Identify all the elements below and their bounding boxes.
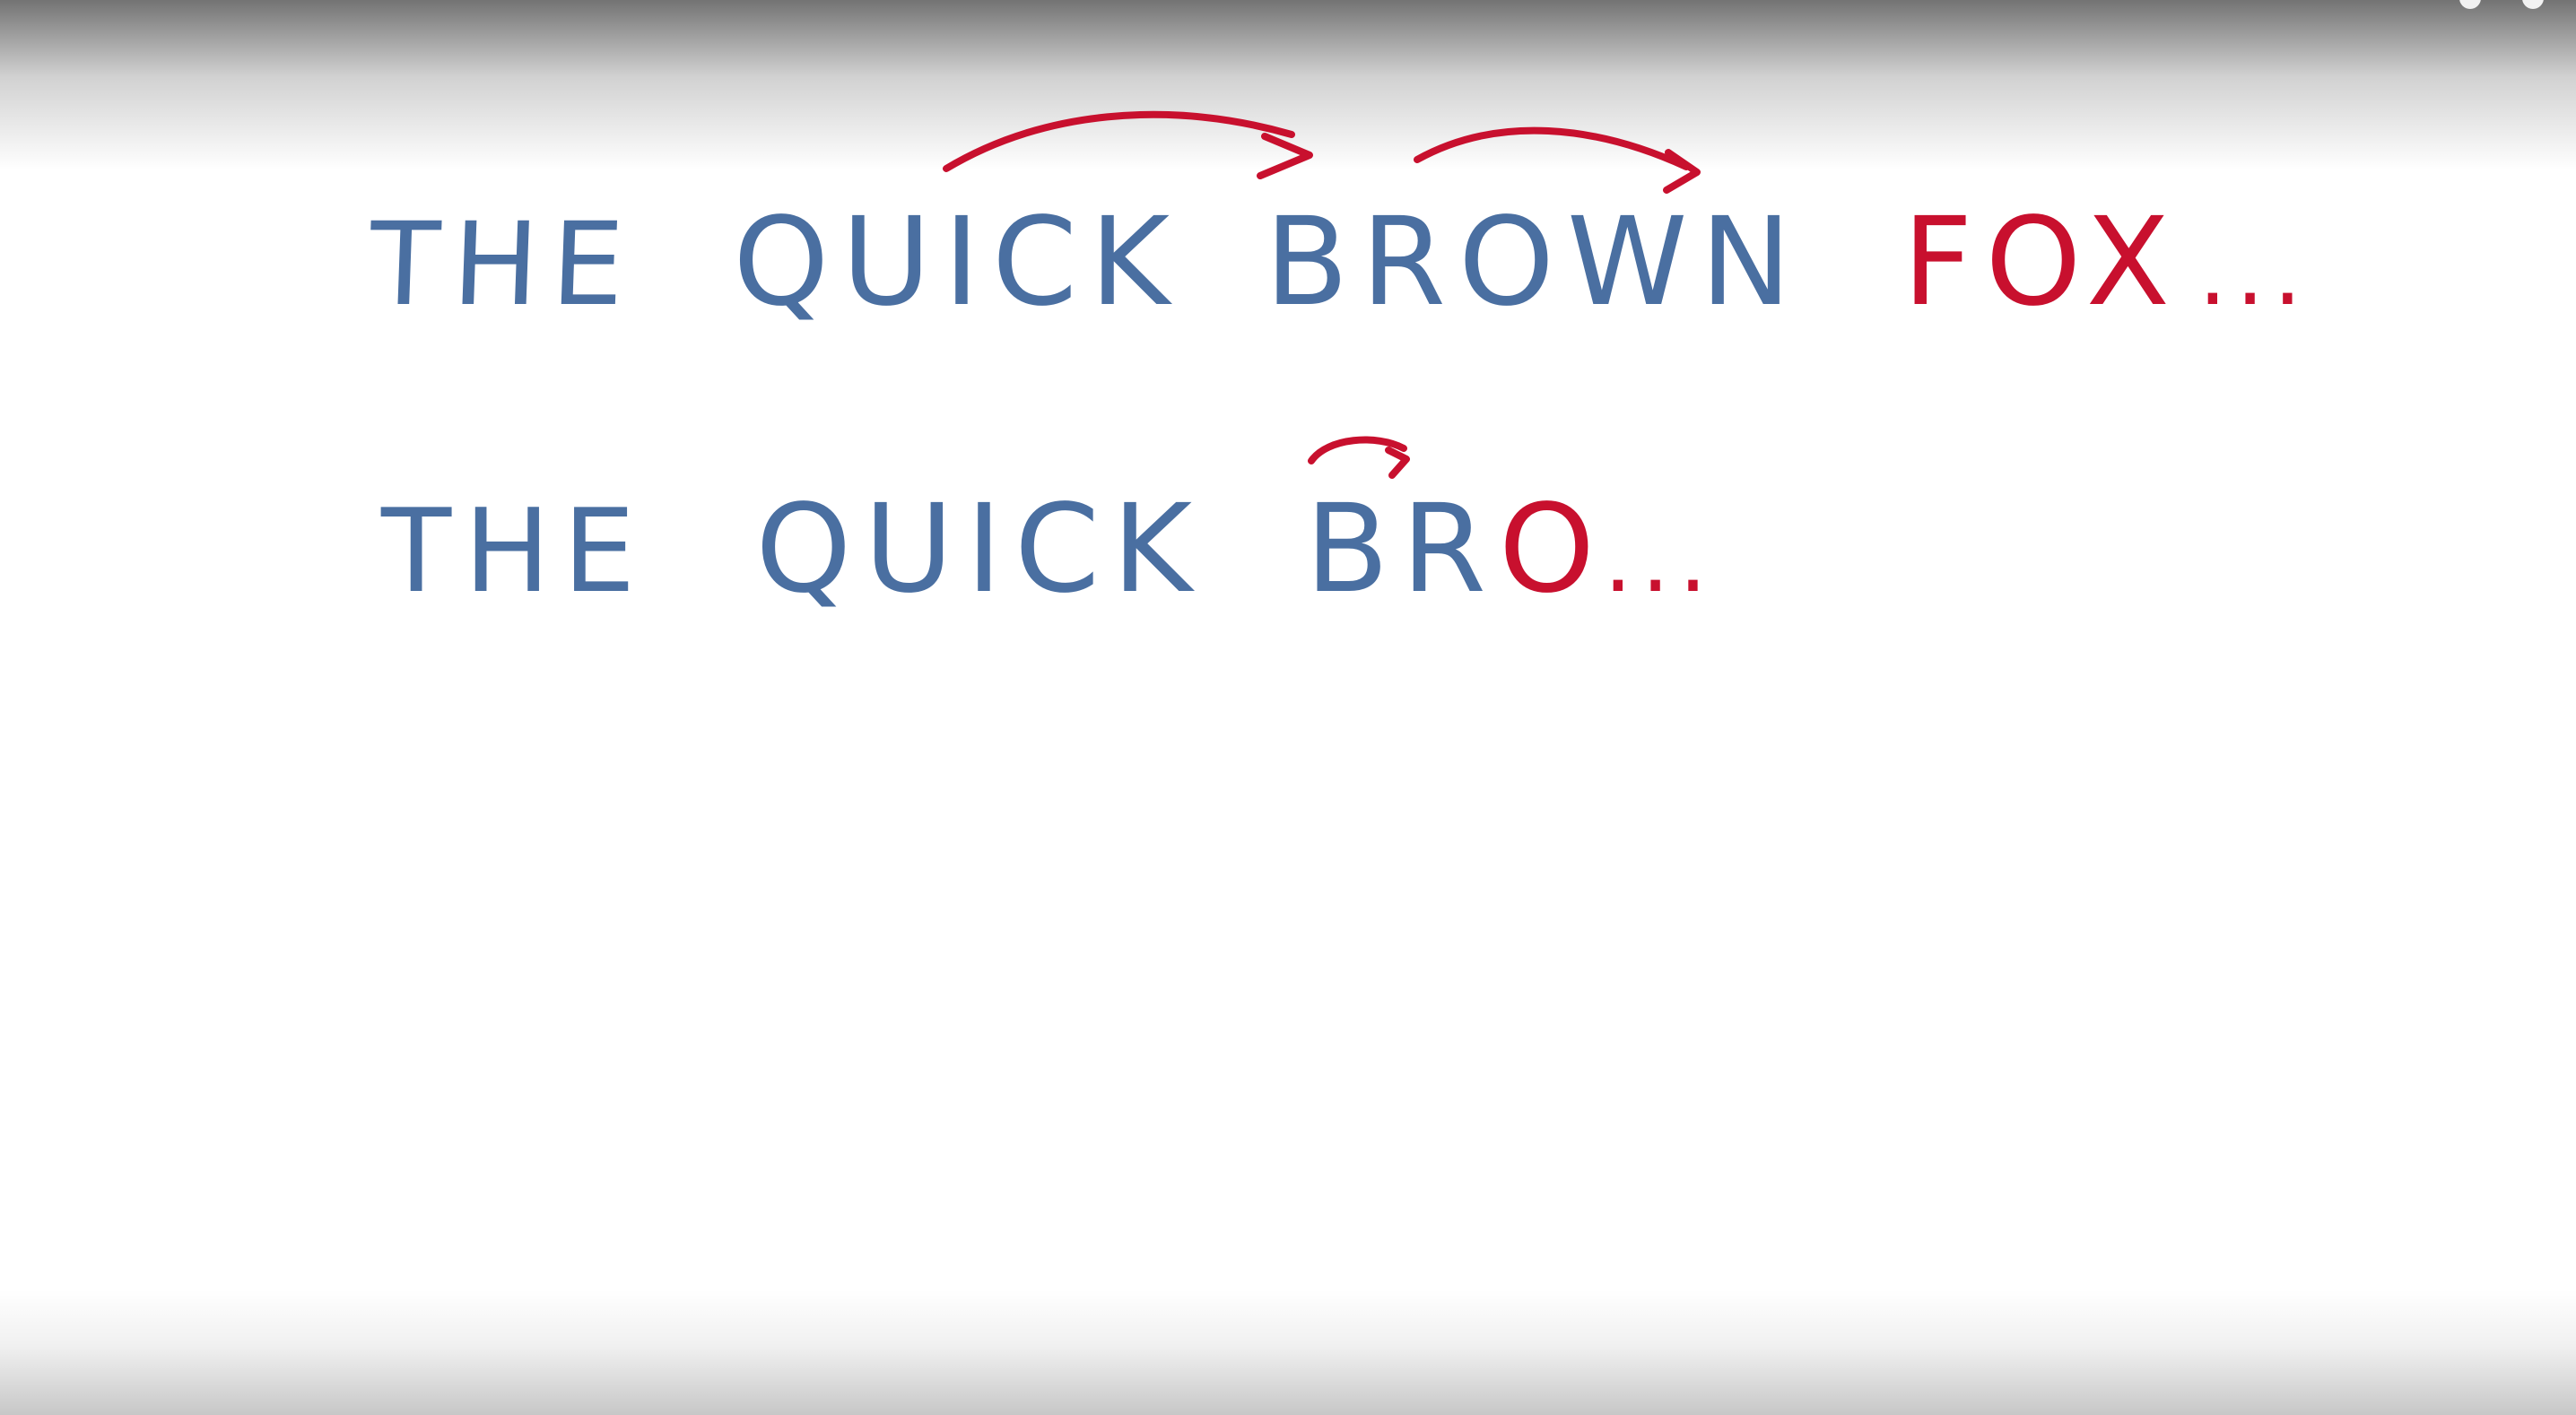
bottom-gradient-overlay <box>0 1289 2576 1415</box>
predicted-letter-o: O <box>1498 479 1595 621</box>
word-partial-bro: BR <box>1305 479 1499 621</box>
ellipsis: ... <box>2197 221 2311 326</box>
word-quick: QUICK <box>755 479 1205 621</box>
word-brown: BROWN <box>1265 192 1805 334</box>
word-the: THE <box>381 485 648 619</box>
word-the: THE <box>367 198 640 332</box>
player-info-icon[interactable] <box>2459 0 2481 9</box>
sentence-full: THE QUICK BROWN FOX... <box>367 192 2311 334</box>
top-gradient-overlay <box>0 0 2576 170</box>
predicted-word-fox: FOX <box>1902 192 2182 334</box>
word-quick: QUICK <box>733 192 1183 334</box>
player-share-icon[interactable] <box>2522 0 2544 9</box>
player-controls-corner <box>2450 0 2558 9</box>
arrow-r-to-o <box>1308 436 1410 479</box>
sentence-partial: THE QUICK BRO... <box>381 489 1716 611</box>
ellipsis: ... <box>1604 508 1717 612</box>
